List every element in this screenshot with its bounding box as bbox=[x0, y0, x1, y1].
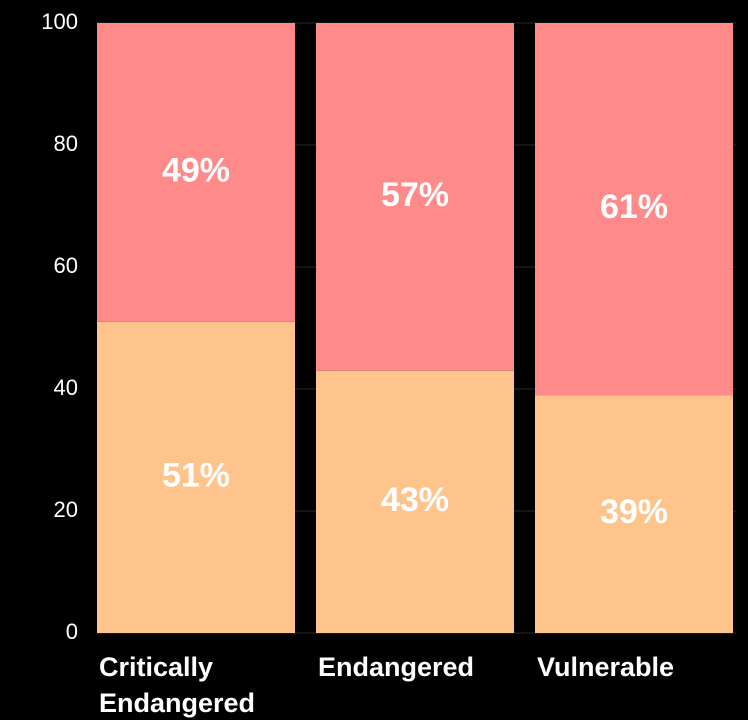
bar-segment-1-0 bbox=[316, 370, 514, 633]
y-tick-label-100: 100 bbox=[41, 9, 78, 34]
segment-label-2-1: 61% bbox=[600, 188, 668, 226]
y-tick-label-60: 60 bbox=[54, 253, 78, 278]
category-label-2: Vulnerable bbox=[537, 652, 674, 682]
y-tick-label-20: 20 bbox=[54, 497, 78, 522]
y-axis-ticks: 0 20 40 60 80 100 bbox=[41, 9, 78, 644]
bar-segment-1-1 bbox=[316, 23, 514, 371]
segment-label-1-0: 43% bbox=[381, 481, 449, 519]
category-label-1: Endangered bbox=[318, 652, 474, 682]
bar-segment-0-0 bbox=[97, 321, 295, 633]
bars-layer bbox=[97, 23, 733, 633]
bar-segment-0-1 bbox=[97, 23, 295, 322]
y-tick-label-40: 40 bbox=[54, 375, 78, 400]
segment-label-2-0: 39% bbox=[600, 493, 668, 531]
y-tick-label-0: 0 bbox=[66, 619, 78, 644]
segment-label-0-1: 49% bbox=[162, 151, 230, 189]
bar-segment-2-1 bbox=[535, 23, 733, 396]
segment-label-0-0: 51% bbox=[162, 456, 230, 494]
y-tick-label-80: 80 bbox=[54, 131, 78, 156]
segment-labels: 51% 49% 43% 57% 39% 61% bbox=[162, 151, 668, 531]
category-label-0: Critically Endangered bbox=[99, 652, 255, 718]
segment-label-1-1: 57% bbox=[381, 176, 449, 214]
x-axis-category-labels: Critically Endangered Endangered Vulnerable bbox=[99, 652, 674, 718]
bar-segment-2-0 bbox=[535, 395, 733, 633]
